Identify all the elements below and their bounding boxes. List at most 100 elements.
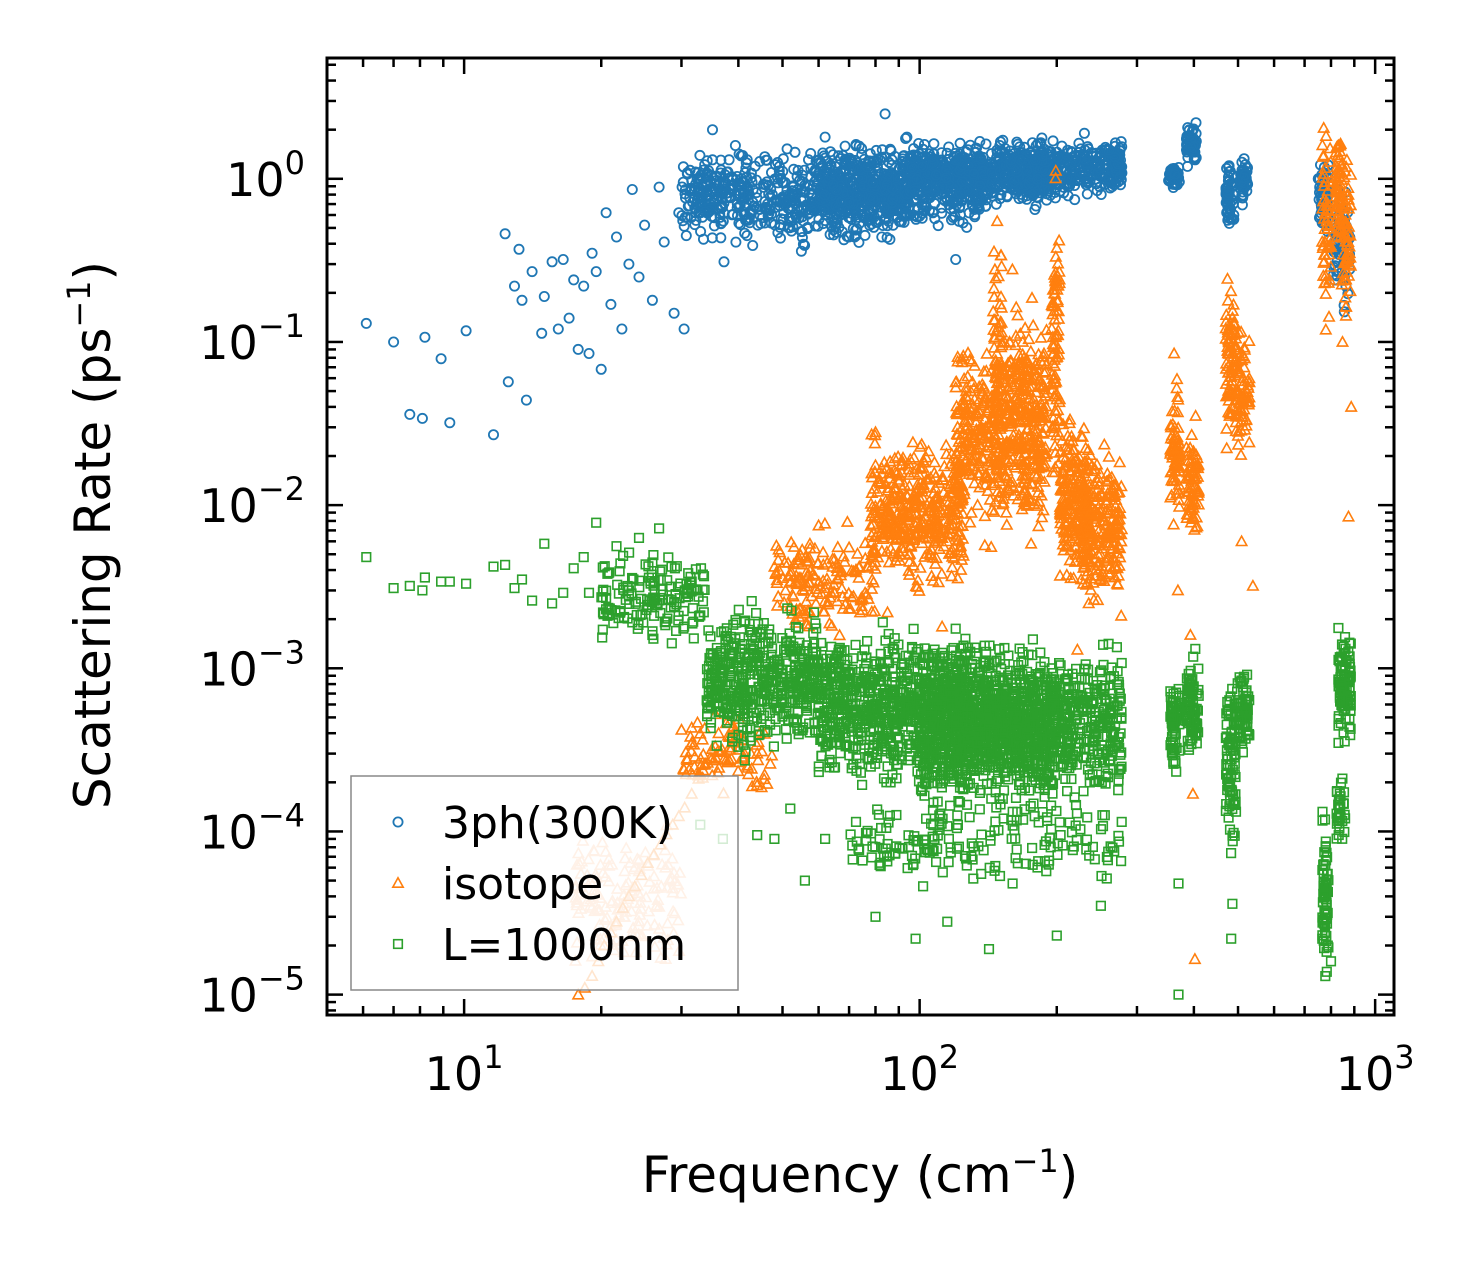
data-point (704, 205, 716, 217)
data-point (755, 780, 769, 793)
data-point (926, 506, 940, 519)
data-point (673, 207, 685, 219)
data-point (907, 532, 921, 545)
data-point (866, 525, 881, 538)
data-point (696, 732, 710, 745)
data-point (765, 748, 779, 761)
data-point (674, 723, 689, 735)
data-point (864, 155, 876, 167)
data-point (1190, 117, 1202, 129)
data-point (959, 380, 973, 393)
data-point (720, 755, 734, 768)
data-point (678, 323, 690, 335)
data-point (773, 160, 785, 172)
data-point (829, 218, 841, 230)
data-point (846, 156, 858, 168)
data-point (961, 405, 975, 418)
data-point (1000, 518, 1014, 530)
data-point (880, 605, 895, 618)
data-point (578, 280, 590, 292)
data-point (842, 601, 856, 614)
data-point (1235, 534, 1249, 547)
data-point (805, 147, 817, 159)
data-point (572, 343, 584, 355)
data-point (865, 582, 879, 594)
data-point (839, 140, 851, 152)
data-point (903, 468, 917, 480)
data-point (941, 526, 955, 539)
data-point (978, 538, 992, 551)
data-point (935, 566, 949, 579)
data-point (713, 177, 725, 189)
data-point (922, 516, 936, 529)
data-point (690, 166, 702, 178)
data-point (867, 177, 879, 189)
data-point (894, 498, 908, 511)
data-point (1003, 149, 1015, 161)
data-point (1114, 171, 1126, 183)
data-point (968, 203, 980, 215)
data-point (883, 454, 897, 467)
data-point (878, 201, 890, 213)
data-point (969, 166, 981, 178)
data-point (838, 555, 852, 567)
data-point (803, 179, 815, 191)
data-point (1051, 256, 1065, 269)
data-point (865, 427, 879, 440)
data-point (1239, 169, 1251, 181)
data-point (1089, 155, 1101, 167)
data-point (932, 542, 946, 555)
data-point (950, 427, 964, 440)
data-point (1029, 154, 1041, 166)
data-point (893, 216, 905, 228)
data-point (874, 475, 888, 488)
data-point (653, 181, 665, 193)
data-point (777, 213, 789, 225)
data-point (961, 369, 975, 382)
data-point (975, 451, 989, 464)
data-point (1096, 144, 1108, 156)
data-point (887, 210, 899, 222)
data-point (1092, 167, 1104, 179)
data-point (536, 327, 548, 339)
data-point (936, 147, 948, 159)
data-point (868, 436, 882, 449)
data-point (360, 317, 372, 329)
data-point (1171, 583, 1185, 596)
data-point (769, 538, 783, 551)
data-point (876, 231, 888, 243)
data-point (925, 569, 939, 582)
data-point (1074, 169, 1086, 181)
data-point (1182, 122, 1194, 134)
data-point (963, 515, 977, 528)
data-point (1220, 271, 1235, 284)
data-point (899, 510, 913, 523)
data-point (1186, 787, 1200, 799)
data-point (1170, 381, 1184, 394)
data-point (821, 161, 833, 173)
data-point (734, 199, 746, 211)
data-point (1242, 435, 1256, 448)
data-point (954, 563, 968, 575)
data-point (761, 202, 773, 214)
data-point (972, 405, 987, 418)
data-point (516, 294, 528, 306)
data-point (955, 518, 969, 531)
data-point (948, 150, 960, 162)
data-point (1021, 165, 1033, 177)
data-point (893, 468, 907, 481)
data-point (803, 576, 817, 589)
data-point (936, 181, 948, 193)
data-point (419, 331, 431, 343)
data-point (715, 218, 727, 230)
data-point (747, 239, 759, 251)
data-point (730, 236, 742, 248)
data-point (701, 155, 713, 167)
data-point (881, 231, 893, 243)
data-point (736, 173, 748, 185)
data-point (1054, 185, 1066, 197)
data-point (949, 374, 963, 387)
data-point (928, 481, 942, 493)
data-point (1169, 168, 1181, 180)
data-point (949, 512, 963, 525)
